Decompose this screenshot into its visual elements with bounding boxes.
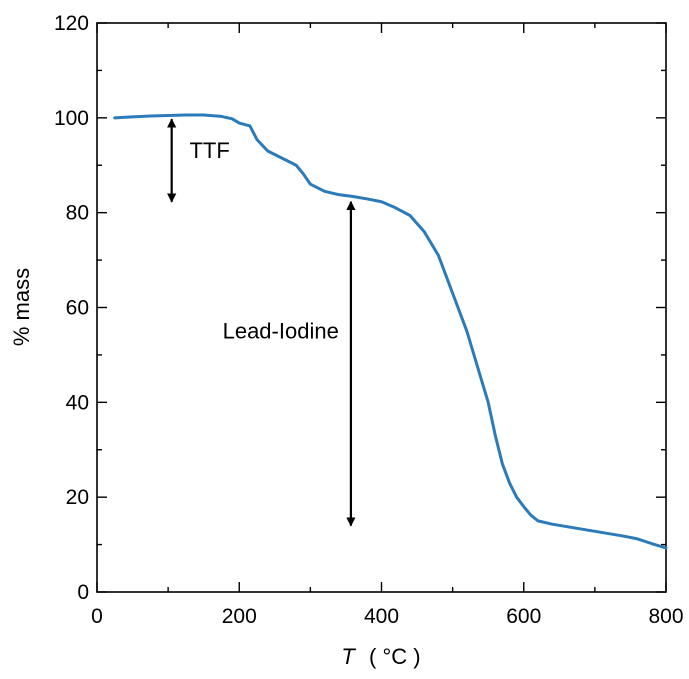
x-tick-label: 400 — [364, 605, 399, 628]
x-axis-title: T ( °C ) — [341, 644, 420, 669]
y-tick-label: 20 — [66, 486, 89, 509]
x-tick-label: 200 — [222, 605, 257, 628]
x-axis-unit: ( °C ) — [369, 644, 421, 669]
y-tick-label: 0 — [77, 581, 89, 604]
mass-loss-series-line — [113, 113, 668, 550]
axes-layer — [96, 22, 667, 593]
x-tick-label: 800 — [648, 605, 683, 628]
y-axis-title: % mass — [9, 268, 34, 346]
ticks-layer — [96, 22, 667, 593]
y-tick-label: 60 — [66, 297, 89, 320]
x-tick-label: 600 — [506, 605, 541, 628]
annotation-label: TTF — [189, 138, 229, 163]
annotations-layer: TTF Lead-Iodine — [167, 118, 356, 527]
y-tick-label: 80 — [66, 202, 89, 225]
tick-labels-layer: 0 200 400 600 800 0 20 40 60 80 100 120 — [54, 12, 684, 628]
plot-frame — [96, 22, 667, 593]
y-tick-label: 120 — [54, 12, 89, 35]
y-tick-label: 40 — [66, 391, 89, 414]
series-layer — [113, 113, 668, 550]
x-tick-label: 0 — [91, 605, 103, 628]
y-tick-label: 100 — [54, 107, 89, 130]
x-axis-symbol: T — [341, 644, 356, 669]
annotation-label: Lead-Iodine — [223, 318, 339, 343]
